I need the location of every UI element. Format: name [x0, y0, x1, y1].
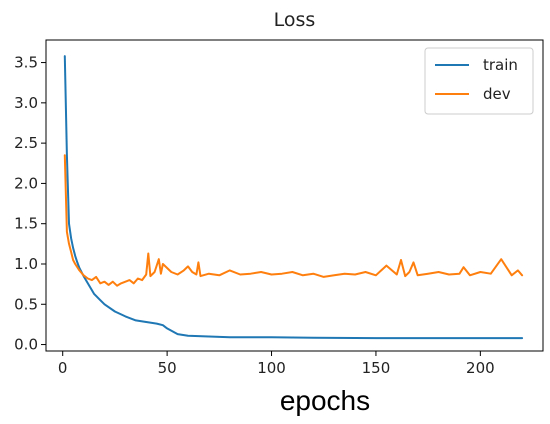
y-axis: 0.0 0.5 1.0 1.5 2.0 2.5 3.0 3.5 — [14, 54, 46, 354]
chart-title: Loss — [274, 9, 316, 31]
y-tick-label: 2.5 — [14, 134, 38, 152]
legend-label-train: train — [483, 56, 518, 74]
legend: train dev — [424, 47, 534, 115]
y-tick-label: 3.0 — [14, 94, 38, 112]
y-tick-label: 2.0 — [14, 174, 38, 192]
series-line-train — [63, 55, 524, 340]
axes-frame — [45, 39, 544, 352]
y-tick-label: 0.0 — [14, 336, 38, 354]
series-line-dev — [63, 154, 524, 287]
y-tick-label: 0.5 — [14, 295, 38, 313]
legend-label-dev: dev — [483, 85, 511, 103]
x-axis-label: epochs — [280, 385, 370, 416]
x-tick-label: 200 — [466, 359, 495, 377]
x-tick-label: 100 — [257, 359, 286, 377]
y-tick-label: 1.0 — [14, 255, 38, 273]
y-tick-label: 1.5 — [14, 215, 38, 233]
y-tick-label: 3.5 — [14, 54, 38, 72]
plot-area — [63, 55, 524, 340]
x-tick-label: 0 — [58, 359, 68, 377]
x-tick-label: 50 — [158, 359, 177, 377]
x-axis: 0 50 100 150 200 — [58, 351, 495, 377]
x-tick-label: 150 — [362, 359, 391, 377]
